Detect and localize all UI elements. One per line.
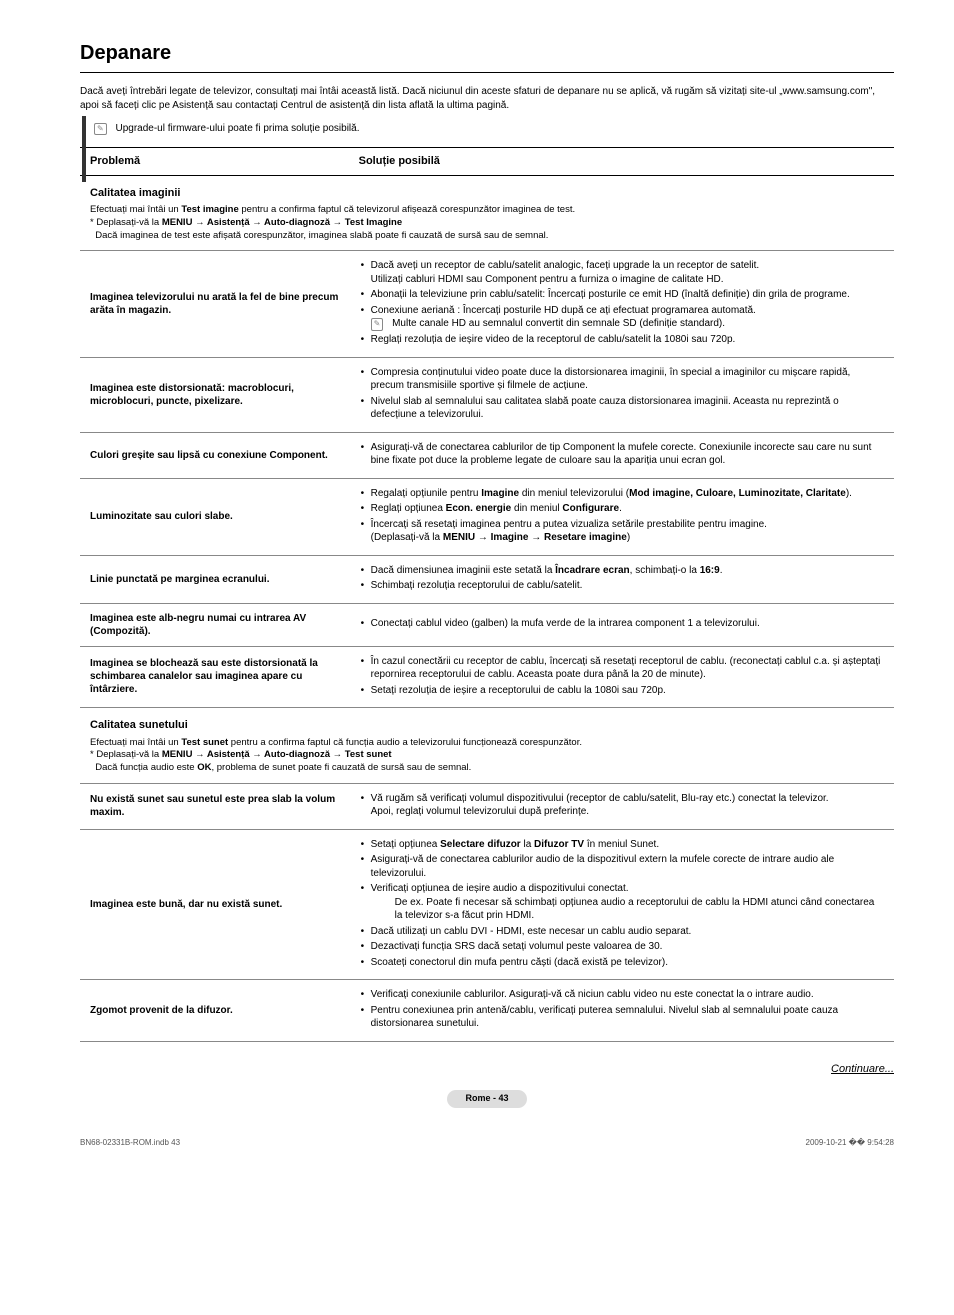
- solution-cell: Dacă aveți un receptor de cablu/satelit …: [349, 251, 894, 357]
- page-number: Rome - 43: [447, 1090, 526, 1108]
- table-header-row: Problemă Soluție posibilă: [80, 148, 894, 175]
- col-solution: Soluție posibilă: [349, 148, 894, 175]
- section2-title: Calitatea sunetului: [90, 718, 884, 732]
- problem-cell: Zgomot provenit de la difuzor.: [80, 980, 349, 1042]
- section-image-quality: Calitatea imaginii Efectuați mai întâi u…: [80, 175, 894, 251]
- solution-cell: Verificați conexiunile cablurilor. Asigu…: [349, 980, 894, 1042]
- problem-cell: Imaginea se blochează sau este distorsio…: [80, 646, 349, 708]
- note-text: Upgrade-ul firmware-ului poate fi prima …: [115, 123, 359, 134]
- solution-cell: Conectați cablul video (galben) la mufa …: [349, 603, 894, 646]
- solution-cell: Dacă dimensiunea imaginii este setată la…: [349, 555, 894, 603]
- table-row: Zgomot provenit de la difuzor. Verificaț…: [80, 980, 894, 1042]
- table-row: Nu există sunet sau sunetul este prea sl…: [80, 783, 894, 829]
- problem-cell: Culori greșite sau lipsă cu conexiune Co…: [80, 432, 349, 478]
- solution-cell: În cazul conectării cu receptor de cablu…: [349, 646, 894, 708]
- section2-desc: Efectuați mai întâi un Test sunet pentru…: [90, 737, 884, 775]
- intro-text: Dacă aveți întrebări legate de televizor…: [80, 85, 894, 112]
- problem-cell: Imaginea este bună, dar nu există sunet.: [80, 829, 349, 980]
- title-underline: [80, 72, 894, 73]
- table-row: Linie punctată pe marginea ecranului. Da…: [80, 555, 894, 603]
- problem-cell: Luminozitate sau culori slabe.: [80, 478, 349, 555]
- problem-cell: Linie punctată pe marginea ecranului.: [80, 555, 349, 603]
- note-icon: ✎: [94, 123, 107, 135]
- solution-cell: Vă rugăm să verificați volumul dispoziti…: [349, 783, 894, 829]
- problem-cell: Imaginea televizorului nu arată la fel d…: [80, 251, 349, 357]
- problem-cell: Imaginea este distorsionată: macroblocur…: [80, 357, 349, 432]
- side-tab-marker: [82, 116, 86, 182]
- section-sound-quality: Calitatea sunetului Efectuați mai întâi …: [80, 708, 894, 784]
- table-row: Imaginea este distorsionată: macroblocur…: [80, 357, 894, 432]
- troubleshooting-table: Problemă Soluție posibilă Calitatea imag…: [80, 147, 894, 1042]
- table-row: Culori greșite sau lipsă cu conexiune Co…: [80, 432, 894, 478]
- table-row: Imaginea se blochează sau este distorsio…: [80, 646, 894, 708]
- footer-right: 2009-10-21 �� 9:54:28: [806, 1138, 894, 1148]
- footer-left: BN68-02331B-ROM.indb 43: [80, 1138, 180, 1148]
- section1-desc: Efectuați mai întâi un Test imagine pent…: [90, 204, 884, 242]
- col-problem: Problemă: [80, 148, 349, 175]
- solution-cell: Compresia conținutului video poate duce …: [349, 357, 894, 432]
- solution-cell: Setați opțiunea Selectare difuzor la Dif…: [349, 829, 894, 980]
- page-number-wrap: Rome - 43: [80, 1090, 894, 1108]
- problem-cell: Nu există sunet sau sunetul este prea sl…: [80, 783, 349, 829]
- table-row: Imaginea este alb-negru numai cu intrare…: [80, 603, 894, 646]
- continue-link: Continuare...: [80, 1062, 894, 1076]
- table-row: Luminozitate sau culori slabe. Regalați …: [80, 478, 894, 555]
- footer: BN68-02331B-ROM.indb 43 2009-10-21 �� 9:…: [80, 1138, 894, 1148]
- solution-cell: Asigurați-vă de conectarea cablurilor de…: [349, 432, 894, 478]
- section1-title: Calitatea imaginii: [90, 186, 884, 200]
- firmware-note: ✎ Upgrade-ul firmware-ului poate fi prim…: [80, 122, 894, 135]
- note-icon: ✎: [371, 318, 384, 331]
- solution-cell: Regalați opțiunile pentru Imagine din me…: [349, 478, 894, 555]
- page-title: Depanare: [80, 40, 894, 66]
- table-row: Imaginea televizorului nu arată la fel d…: [80, 251, 894, 357]
- table-row: Imaginea este bună, dar nu există sunet.…: [80, 829, 894, 980]
- problem-cell: Imaginea este alb-negru numai cu intrare…: [80, 603, 349, 646]
